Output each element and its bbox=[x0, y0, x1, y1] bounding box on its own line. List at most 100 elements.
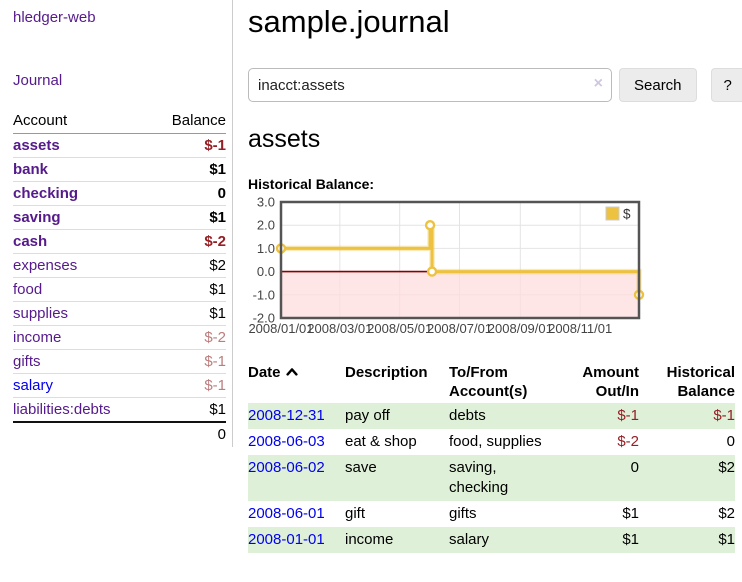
account-row: cash $-2 bbox=[13, 229, 226, 254]
account-link-cash[interactable]: cash bbox=[13, 233, 48, 250]
account-row: food $1 bbox=[13, 277, 226, 302]
svg-text:2008/01/01: 2008/01/01 bbox=[248, 321, 313, 336]
register-header-accounts: To/From Account(s) bbox=[449, 364, 528, 400]
account-row: saving $1 bbox=[13, 205, 226, 230]
account-balance: $-1 bbox=[149, 373, 226, 398]
transaction-date-link[interactable]: 2008-06-03 bbox=[248, 433, 325, 450]
transaction-accounts: gifts bbox=[449, 505, 477, 522]
page-title: sample.journal bbox=[248, 4, 450, 39]
account-link-assets[interactable]: assets bbox=[13, 137, 60, 154]
account-balance: $-2 bbox=[149, 229, 226, 254]
transaction-description: gift bbox=[345, 505, 366, 522]
accounts-header-balance: Balance bbox=[149, 109, 226, 134]
transaction-accounts: salary bbox=[449, 527, 549, 553]
account-link-income[interactable]: income bbox=[13, 329, 62, 346]
main-content: sample.journal × Search ? assets Histori… bbox=[233, 0, 742, 582]
accounts-header-account: Account bbox=[13, 109, 150, 134]
account-balance: $-1 bbox=[149, 133, 226, 158]
svg-text:$: $ bbox=[623, 207, 631, 222]
transaction-date-link[interactable]: 2008-12-31 bbox=[248, 407, 325, 424]
transaction-description: save bbox=[345, 455, 449, 501]
transaction-date-link[interactable]: 2008-06-01 bbox=[248, 505, 325, 522]
transaction-description: pay off bbox=[345, 403, 449, 429]
account-row: gifts $-1 bbox=[13, 349, 226, 374]
account-link-supplies[interactable]: supplies bbox=[13, 305, 69, 322]
account-row: assets $-1 bbox=[13, 133, 226, 158]
account-row: bank $1 bbox=[13, 157, 226, 182]
register-row: 2008-06-02 save saving, checking 0 $2 bbox=[248, 455, 735, 501]
search-input[interactable] bbox=[248, 68, 612, 102]
transaction-amount: 0 bbox=[549, 455, 639, 501]
register-header-balance: Historical Balance bbox=[666, 364, 735, 400]
register-row: 2008-06-01 gift gifts $1 $2 bbox=[248, 501, 735, 527]
account-heading: assets bbox=[248, 125, 321, 153]
account-link-gifts[interactable]: gifts bbox=[13, 353, 41, 370]
svg-text:1.0: 1.0 bbox=[257, 241, 275, 256]
register-table: Date Description To/From Account(s) Amou… bbox=[248, 361, 735, 553]
accounts-total-balance: 0 bbox=[217, 426, 226, 443]
sort-ascending-icon bbox=[285, 368, 298, 376]
transaction-balance: 0 bbox=[726, 433, 735, 450]
transaction-balance: $2 bbox=[639, 455, 735, 501]
register-row: 2008-12-31 pay off debts $-1 $-1 bbox=[248, 403, 735, 429]
sidebar: hledger-web Journal Account Balance asse… bbox=[0, 0, 233, 447]
svg-text:2008/03/01: 2008/03/01 bbox=[307, 321, 372, 336]
account-row: salary $-1 bbox=[13, 373, 226, 398]
transaction-balance: $2 bbox=[718, 505, 735, 522]
register-header-date-label: Date bbox=[248, 364, 281, 381]
svg-text:2008/11/01: 2008/11/01 bbox=[548, 321, 612, 336]
accounts-total-row: 0 bbox=[13, 422, 226, 446]
nav-journal-link[interactable]: Journal bbox=[13, 72, 63, 89]
transaction-accounts: food, supplies bbox=[449, 433, 542, 450]
transaction-amount: $1 bbox=[622, 505, 639, 522]
search-form: × Search ? bbox=[248, 68, 742, 102]
account-link-checking[interactable]: checking bbox=[13, 185, 79, 202]
transaction-amount: $-2 bbox=[617, 433, 639, 450]
register-row: 2008-01-01 income salary $1 $1 bbox=[248, 527, 735, 553]
transaction-amount: $1 bbox=[549, 527, 639, 553]
sidebar-nav: Journal bbox=[13, 72, 232, 89]
register-header-date[interactable]: Date bbox=[248, 361, 345, 403]
account-row: supplies $1 bbox=[13, 301, 226, 326]
brand: hledger-web bbox=[13, 9, 232, 26]
register-header-description: Description bbox=[345, 364, 428, 381]
register-header-amount: Amount Out/In bbox=[582, 364, 639, 400]
chart-title: Historical Balance: bbox=[248, 176, 375, 192]
account-balance: $-1 bbox=[149, 349, 226, 374]
transaction-description: income bbox=[345, 527, 449, 553]
account-link-food[interactable]: food bbox=[13, 281, 43, 298]
brand-link[interactable]: hledger-web bbox=[13, 9, 96, 26]
account-link-liabilities-debts[interactable]: liabilities:debts bbox=[13, 401, 111, 418]
transaction-date-link[interactable]: 2008-06-02 bbox=[248, 459, 325, 476]
account-balance: $1 bbox=[149, 397, 226, 423]
transaction-description: eat & shop bbox=[345, 433, 417, 450]
account-link-expenses[interactable]: expenses bbox=[13, 257, 78, 274]
account-link-salary[interactable]: salary bbox=[13, 377, 54, 394]
historical-balance-chart: 3.0 2.0 1.0 0.0 -1.0 -2.02008/01/012008/03/01… bbox=[248, 195, 645, 336]
register-header-row: Date Description To/From Account(s) Amou… bbox=[248, 361, 735, 403]
account-row: liabilities:debts $1 bbox=[13, 397, 226, 423]
svg-text:0.0: 0.0 bbox=[257, 264, 275, 279]
transaction-balance: $-1 bbox=[639, 403, 735, 429]
clear-search-icon[interactable]: × bbox=[593, 75, 603, 92]
transaction-accounts: saving, checking bbox=[449, 455, 549, 501]
account-link-saving[interactable]: saving bbox=[13, 209, 61, 226]
account-balance: $1 bbox=[149, 301, 226, 326]
search-button[interactable]: Search bbox=[619, 68, 697, 102]
account-row: checking 0 bbox=[13, 181, 226, 206]
account-link-bank[interactable]: bank bbox=[13, 161, 49, 178]
accounts-table: Account Balance assets $-1 bank $1 check… bbox=[13, 109, 226, 446]
help-button[interactable]: ? bbox=[710, 68, 742, 102]
account-row: income $-2 bbox=[13, 325, 226, 350]
transaction-amount: $-1 bbox=[549, 403, 639, 429]
account-balance: $2 bbox=[149, 253, 226, 278]
svg-text:-1.0: -1.0 bbox=[253, 287, 275, 302]
account-balance: $1 bbox=[149, 157, 226, 182]
svg-text:2008/05/01: 2008/05/01 bbox=[367, 321, 432, 336]
register-row: 2008-06-03 eat & shop food, supplies $-2… bbox=[248, 429, 735, 455]
transaction-date-link[interactable]: 2008-01-01 bbox=[248, 531, 325, 548]
account-row: expenses $2 bbox=[13, 253, 226, 278]
account-balance: $1 bbox=[149, 277, 226, 302]
svg-text:-2.0: -2.0 bbox=[253, 311, 275, 326]
